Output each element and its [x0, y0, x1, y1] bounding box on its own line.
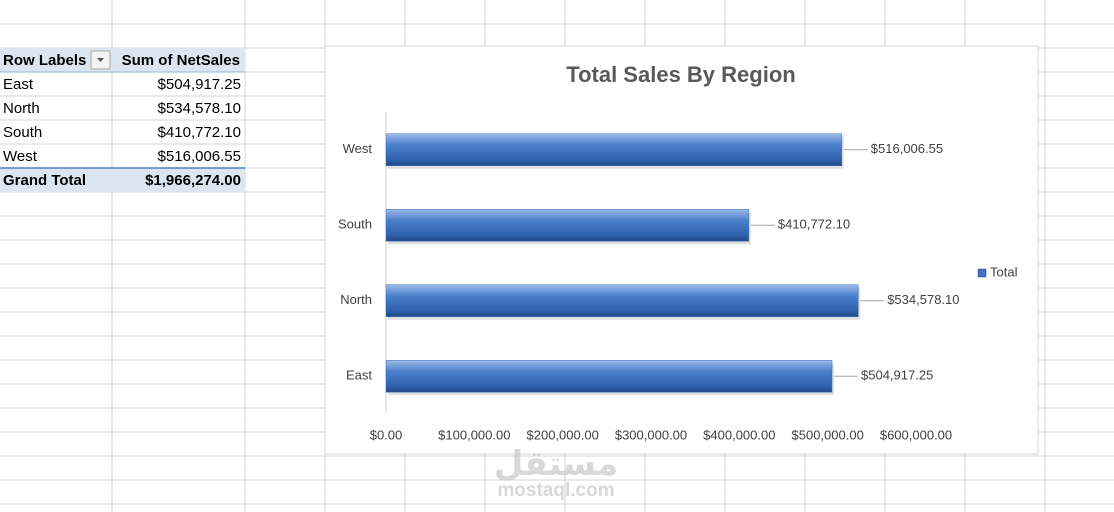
watermark-arabic: مستقل	[494, 445, 618, 483]
total-row	[0, 168, 245, 192]
x-tick-label: $300,000.00	[615, 427, 687, 442]
legend-swatch	[977, 268, 987, 278]
bar	[385, 284, 859, 317]
x-tick-label: $200,000.00	[527, 427, 599, 442]
x-tick-label: $600,000.00	[880, 427, 952, 442]
y-tick-label: North	[340, 292, 372, 307]
total-value: $1,966,274.00	[145, 172, 241, 189]
data-label: $516,006.55	[871, 141, 943, 156]
x-tick-label: $400,000.00	[703, 427, 775, 442]
bar	[385, 209, 750, 242]
header-cell: Sum of NetSales	[122, 52, 240, 69]
filter-arrow	[97, 58, 104, 62]
data-label: $504,917.25	[861, 368, 933, 383]
row-value: $504,917.25	[158, 76, 241, 93]
row-label: North	[3, 100, 40, 117]
x-tick-label: $0.00	[370, 427, 403, 442]
legend-label: Total	[990, 264, 1018, 279]
y-tick-label: South	[338, 217, 372, 232]
row-label: South	[3, 124, 42, 141]
watermark-latin: mostaql.com	[497, 480, 614, 501]
row-value: $534,578.10	[158, 100, 241, 117]
data-label: $410,772.10	[778, 217, 850, 232]
y-tick-label: West	[343, 141, 373, 156]
header-cell: Row Labels	[3, 52, 86, 69]
row-value: $516,006.55	[158, 148, 241, 165]
x-tick-label: $100,000.00	[438, 427, 510, 442]
total-label: Grand Total	[3, 172, 86, 189]
chart-title: Total Sales By Region	[566, 62, 795, 87]
row-label: West	[3, 148, 38, 165]
data-label: $534,578.10	[887, 292, 959, 307]
header-row	[0, 48, 245, 72]
row-label: East	[3, 76, 34, 93]
row-value: $410,772.10	[158, 124, 241, 141]
x-tick-label: $500,000.00	[792, 427, 864, 442]
bar	[385, 133, 843, 166]
bar	[385, 360, 833, 393]
y-tick-label: East	[346, 368, 372, 383]
